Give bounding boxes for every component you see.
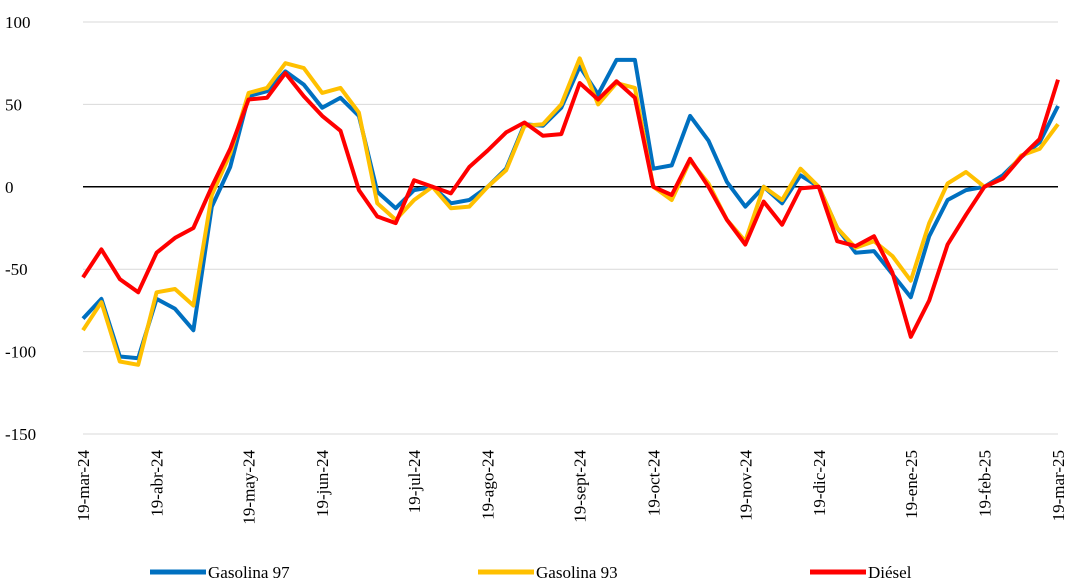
y-tick-label: 0: [5, 178, 14, 197]
x-tick-label: 19-oct-24: [644, 450, 663, 517]
series-line: [81, 71, 1060, 339]
x-tick-label: 19-mar-25: [1049, 450, 1068, 521]
x-tick-label: 19-feb-25: [975, 450, 994, 517]
y-tick-label: -100: [5, 343, 36, 362]
legend-label: Gasolina 97: [208, 563, 290, 582]
legend-label: Diésel: [868, 563, 912, 582]
x-tick-label: 19-abr-24: [148, 450, 167, 517]
legend-label: Gasolina 93: [536, 563, 618, 582]
y-tick-label: -150: [5, 425, 36, 444]
x-tick-label: 19-ago-24: [479, 450, 498, 520]
x-tick-label: 19-sept-24: [571, 450, 590, 523]
y-tick-label: -50: [5, 260, 28, 279]
y-tick-label: 100: [5, 13, 31, 32]
x-tick-label: 19-mar-24: [74, 450, 93, 522]
y-tick-label: 50: [5, 95, 22, 114]
x-tick-label: 19-ene-25: [902, 450, 921, 519]
x-tick-label: 19-jul-24: [405, 450, 424, 514]
x-tick-label: 19-may-24: [240, 450, 259, 525]
x-tick-label: 19-nov-24: [736, 450, 755, 521]
x-tick-label: 19-dic-24: [810, 450, 829, 517]
x-tick-label: 19-jun-24: [313, 450, 332, 518]
